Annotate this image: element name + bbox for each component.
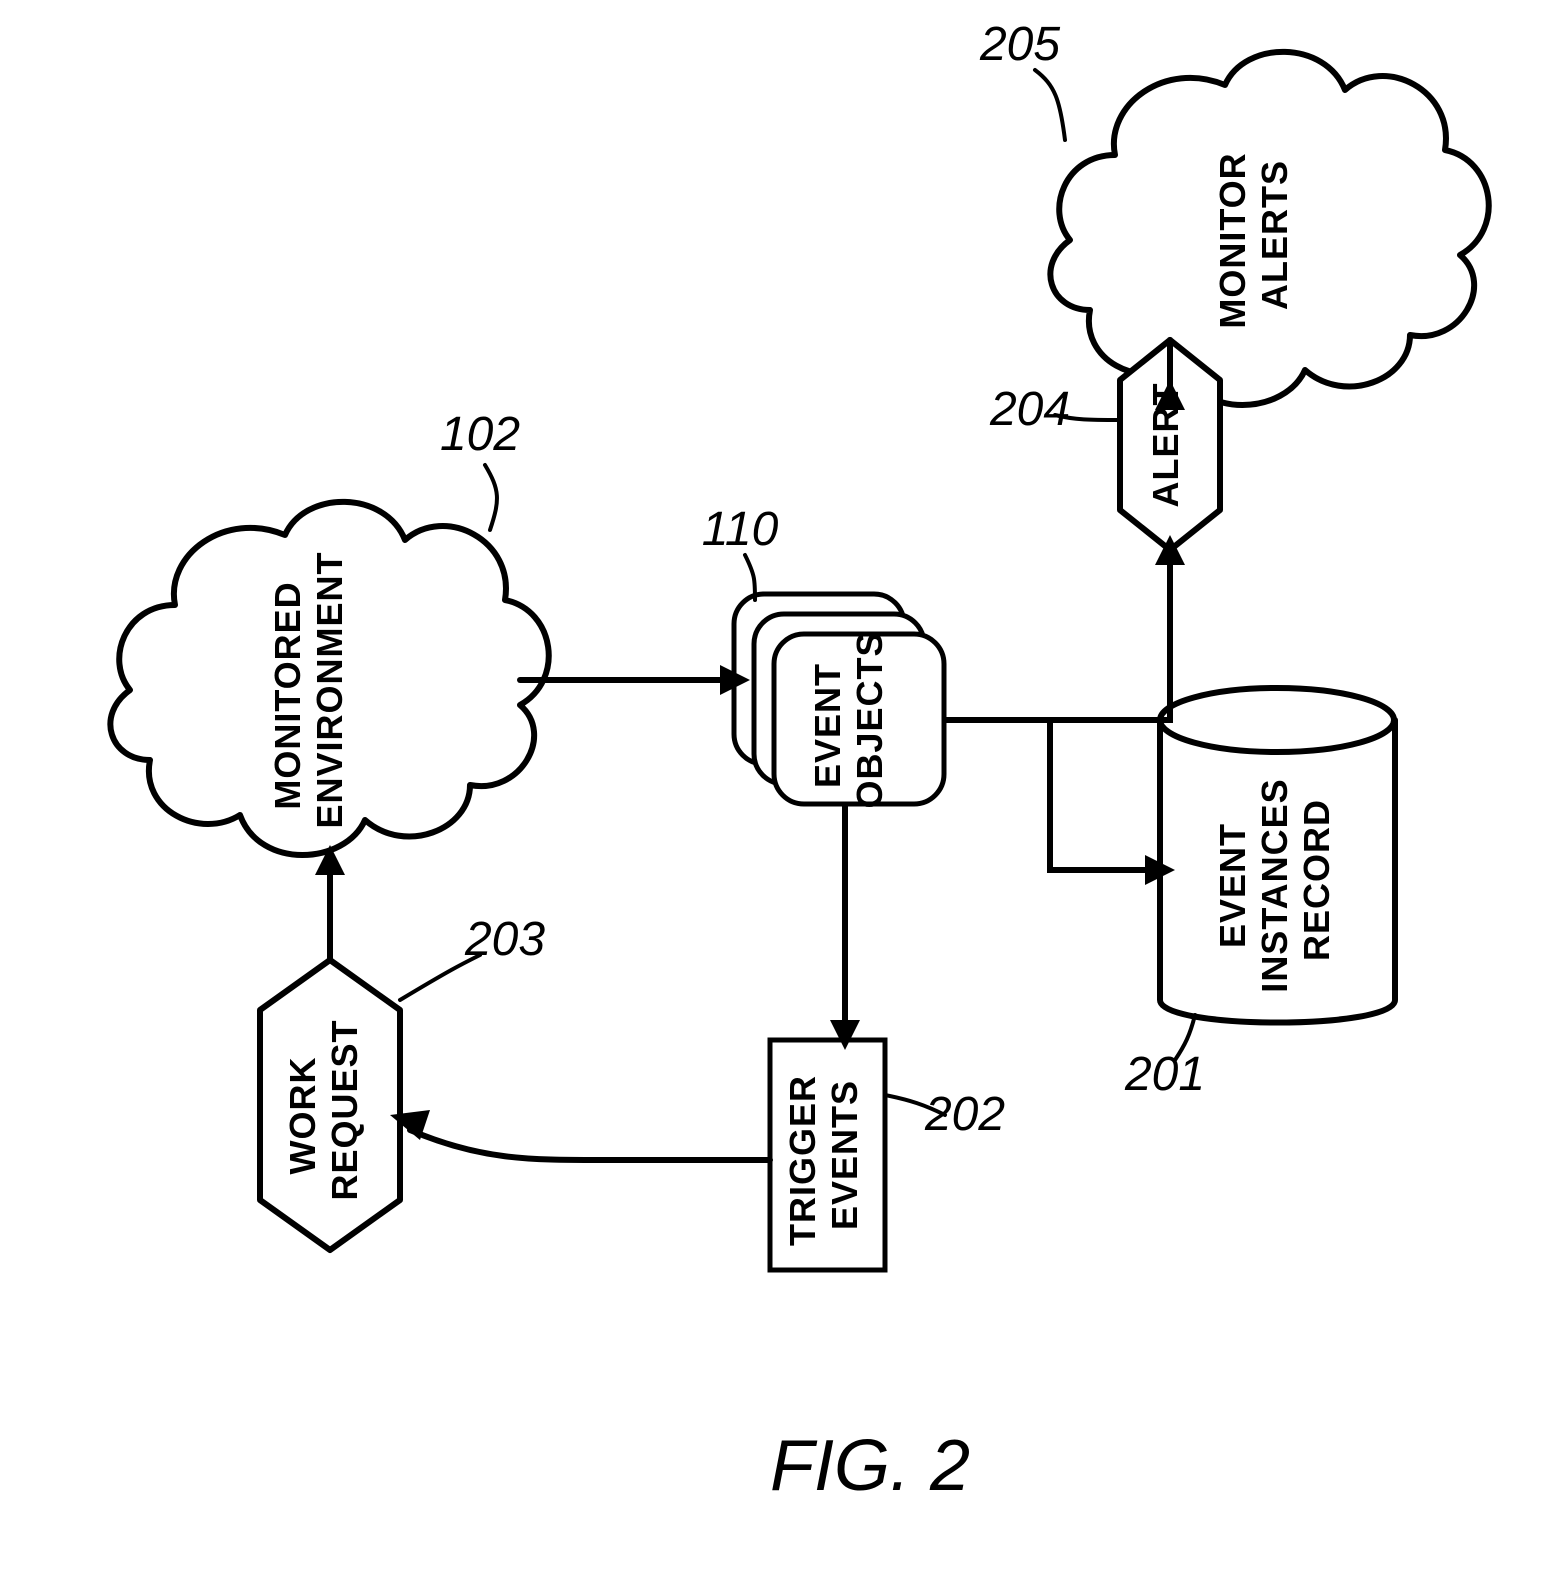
diagram-canvas: MONITORED ENVIRONMENT 102 MONITOR ALERTS… [0,0,1556,1592]
monitored-env-label-2: ENVIRONMENT [309,551,350,828]
event-instances-cylinder: EVENT INSTANCES RECORD [1160,688,1395,1023]
ref-110: 110 [702,503,779,556]
svg-text:TRIGGER EVENTS: TRIGGER EVENTS [782,1064,865,1246]
ref-102: 102 [440,408,520,461]
arrow-eventobjects-to-cylinder [1050,720,1175,885]
ref-leader-102 [485,465,497,530]
figure-label: FIG. 2 [770,1426,970,1506]
ref-201: 201 [1124,1048,1205,1101]
ref-leader-110 [745,555,755,600]
arrow-eventobjects-to-trigger [830,805,860,1050]
ref-204: 204 [989,383,1070,436]
arrow-workrequest-to-monitored [315,845,345,960]
event-objects-label-2: OBJECTS [849,631,890,808]
svg-text:WORK REQUEST: WORK REQUEST [282,1019,365,1200]
monitor-alerts-label-1: MONITOR [1212,152,1253,328]
event-objects-stack: EVENT OBJECTS [734,594,944,809]
svg-text:MONITORED ENVIRONMENT: MONITORED ENVIRONMENT [267,551,350,828]
trigger-events-label-1: TRIGGER [782,1075,823,1246]
svg-text:MONITOR ALERTS: MONITOR ALERTS [1212,141,1295,328]
event-record-label-3: RECORD [1296,799,1337,961]
ref-202: 202 [924,1088,1005,1141]
arrow-eventobjects-to-alert [945,535,1185,720]
monitor-alerts-cloud: MONITOR ALERTS [1050,52,1488,405]
monitor-alerts-label-2: ALERTS [1254,160,1295,310]
svg-text:EVENT OBJECTS: EVENT OBJECTS [807,631,890,808]
ref-leader-205 [1035,70,1065,140]
event-record-label-2: INSTANCES [1254,778,1295,992]
trigger-events-box: TRIGGER EVENTS [770,1040,885,1270]
ref-205: 205 [979,18,1060,71]
event-objects-label-1: EVENT [807,663,848,788]
trigger-events-label-2: EVENTS [824,1080,865,1230]
work-request-label-1: WORK [282,1057,323,1175]
arrow-trigger-to-workrequest [390,1110,770,1160]
arrow-monitored-to-eventobjects [520,665,750,695]
work-request-label-2: REQUEST [324,1019,365,1200]
event-record-label-1: EVENT [1212,823,1253,948]
ref-203: 203 [464,913,545,966]
monitored-env-label-1: MONITORED [267,581,308,809]
monitored-environment-cloud: MONITORED ENVIRONMENT [110,502,548,855]
work-request-hexagon: WORK REQUEST [260,960,400,1250]
